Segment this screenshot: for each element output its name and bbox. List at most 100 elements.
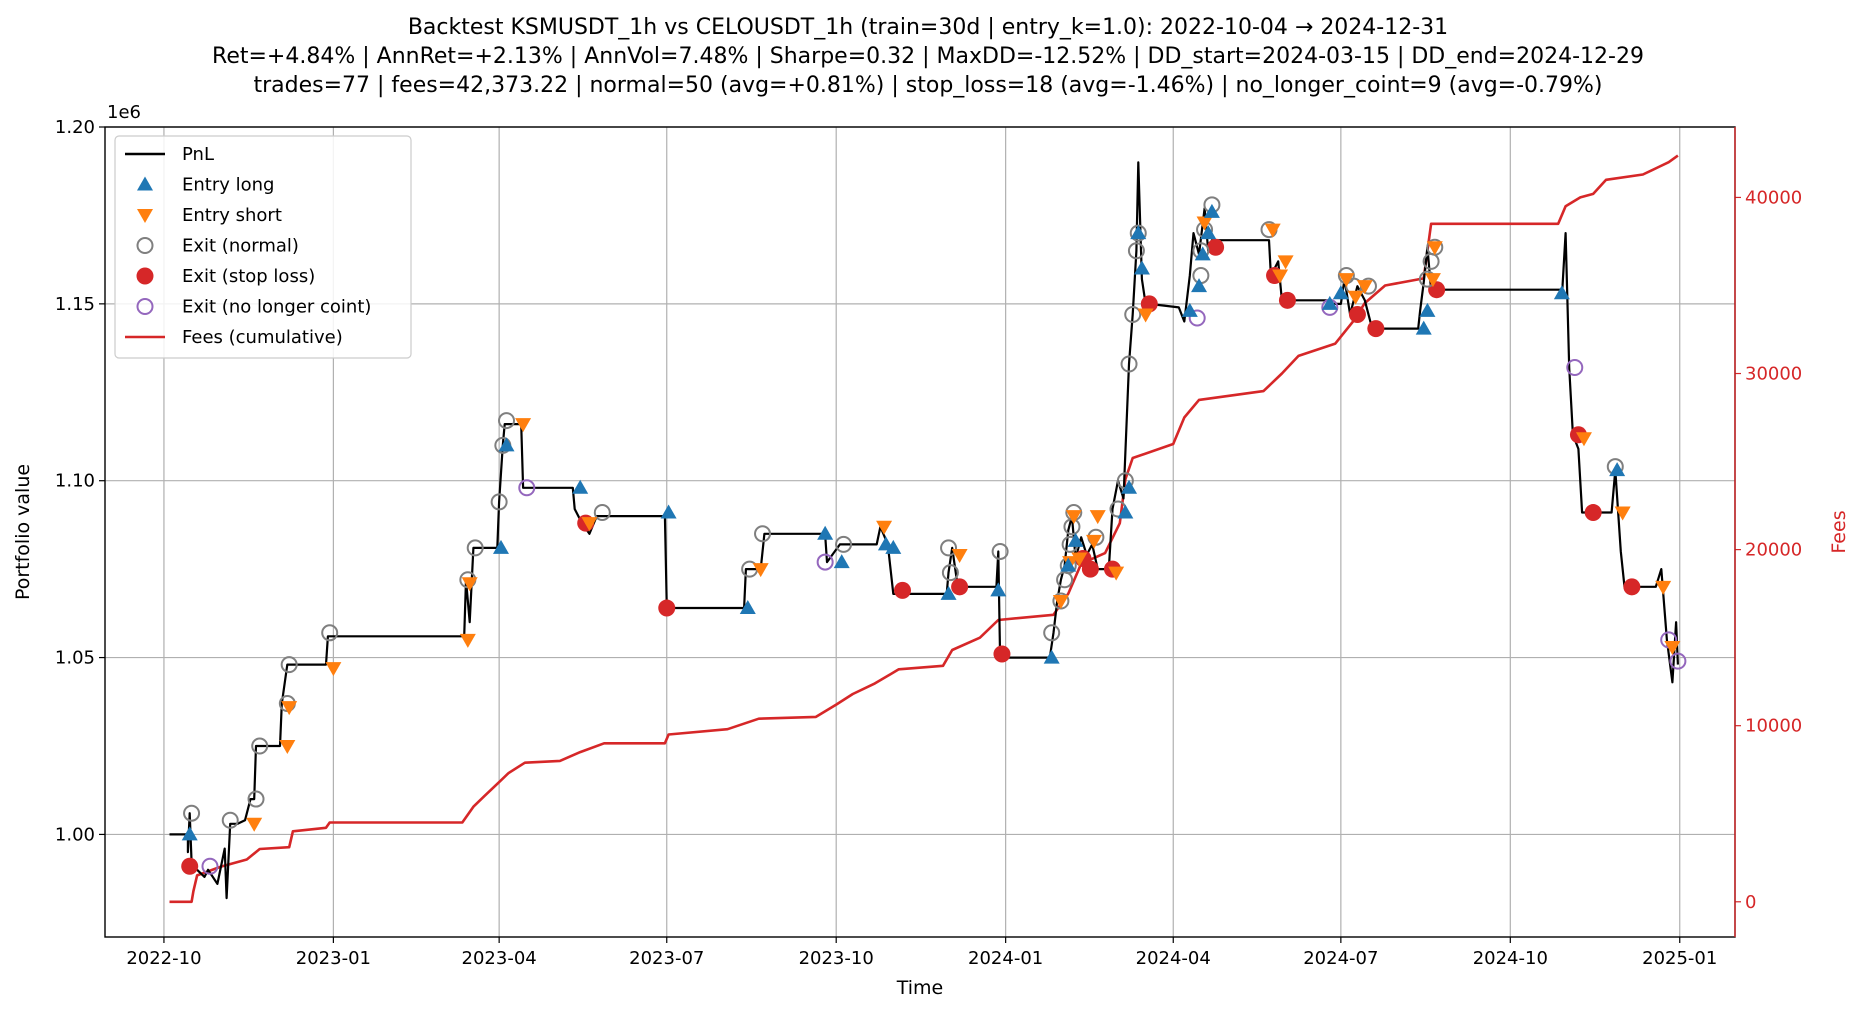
exit-stop-loss-marker	[1207, 238, 1225, 256]
entry-long-marker	[1553, 285, 1570, 300]
entry-short-marker	[1272, 269, 1289, 284]
entry-long-marker	[1332, 285, 1349, 300]
entry-short-marker	[581, 517, 598, 532]
exit-normal-marker	[466, 539, 484, 557]
x-axis-ticks: 2022-10 2023-01 2023-04 2023-07 2023-10 2024-…	[126, 937, 1717, 969]
y2-tick-label: 10000	[1745, 716, 1802, 737]
exit-normal-marker	[490, 493, 508, 511]
entry-short-marker	[951, 548, 968, 563]
y2-tick-label: 40000	[1745, 187, 1802, 208]
x-tick-label: 2024-07	[1303, 948, 1378, 969]
legend-label: Entry short	[182, 205, 282, 226]
exit-stop-loss-marker	[1140, 295, 1158, 313]
exit-normal-marker	[247, 790, 265, 808]
entry-short-marker	[1664, 640, 1681, 655]
chart-title-line-3: trades=77 | fees=42,373.22 | normal=50 (…	[253, 73, 1602, 98]
entry-long-marker	[1609, 462, 1626, 477]
exit-stop-loss-marker	[894, 581, 912, 599]
entry-long-marker	[885, 539, 902, 554]
exit-normal-marker	[321, 624, 339, 642]
y-tick-label: 1.20	[55, 117, 95, 138]
exit-normal-marker	[1043, 624, 1061, 642]
entry-long-marker	[498, 437, 515, 452]
entry-short-marker	[461, 577, 478, 592]
x-tick-label: 2023-10	[799, 948, 874, 969]
y2-tick-label: 30000	[1745, 364, 1802, 385]
entry-long-marker	[1133, 260, 1150, 275]
exit-normal-marker	[183, 804, 201, 822]
exit-stop-loss-marker	[1428, 281, 1446, 299]
exit-no-longer-coint-marker	[1669, 652, 1687, 670]
y-tick-label: 1.15	[55, 294, 95, 315]
exit-stop-loss-marker	[951, 578, 969, 596]
exit-normal-marker	[280, 656, 298, 674]
entry-long-marker	[940, 585, 957, 600]
entry-short-marker	[1065, 510, 1082, 525]
entry-long-marker	[833, 554, 850, 569]
y-axis-ticks: 1.00 1.05 1.10 1.15 1.20	[55, 117, 105, 845]
x-axis-label: Time	[896, 977, 944, 999]
plot-series	[169, 154, 1687, 904]
exit-normal-marker	[1120, 355, 1138, 373]
x-tick-label: 2024-01	[968, 948, 1043, 969]
entry-short-marker	[1424, 273, 1441, 288]
exit-normal-marker	[941, 564, 959, 582]
exit-normal-marker	[498, 412, 516, 430]
entry-long-marker	[572, 479, 589, 494]
chart-title-line-2: Ret=+4.84% | AnnRet=+2.13% | AnnVol=7.48…	[212, 44, 1644, 69]
exit-stop-loss-marker	[1623, 578, 1641, 596]
exit-normal-marker	[754, 525, 772, 543]
legend-marker-swatch	[136, 237, 154, 254]
entry-long-marker	[181, 826, 198, 841]
exit-normal-marker	[1127, 242, 1145, 260]
entry-long-marker	[1117, 504, 1134, 519]
x-tick-label: 2024-04	[1136, 948, 1211, 969]
entry-short-marker	[1089, 510, 1106, 525]
entry-long-marker	[1194, 246, 1211, 261]
entry-long-marker	[1200, 225, 1217, 240]
legend: PnL Entry long Entry short Exit (normal) Exi…	[114, 135, 412, 359]
exit-no-longer-coint-marker	[816, 553, 834, 571]
entry-short-marker	[1575, 432, 1592, 447]
x-tick-label: 2023-07	[629, 948, 704, 969]
entry-short-marker	[1264, 223, 1281, 238]
legend-label: Exit (stop loss)	[182, 266, 315, 287]
entry-long-marker	[1181, 302, 1198, 317]
entry-long-marker	[492, 539, 509, 554]
exit-normal-marker	[835, 535, 853, 553]
exit-stop-loss-marker	[1081, 560, 1099, 578]
legend-marker-swatch	[136, 298, 154, 315]
entry-short-marker	[515, 418, 532, 433]
exit-normal-marker	[593, 504, 611, 522]
entry-short-marker	[1347, 290, 1364, 305]
exit-no-longer-coint-marker	[1566, 359, 1584, 377]
entry-short-marker	[281, 701, 298, 716]
exit-stop-loss-marker	[658, 599, 676, 617]
y2-axis-label: Fees	[1828, 510, 1850, 553]
entry-long-marker	[817, 525, 834, 540]
y-tick-label: 1.10	[55, 471, 95, 492]
entry-short-marker	[876, 520, 893, 535]
entry-long-marker	[1191, 278, 1208, 293]
entry-short-marker	[1108, 566, 1125, 581]
entry-long-marker	[660, 504, 677, 519]
exit-normal-marker	[1124, 305, 1142, 323]
exit-stop-loss-marker	[1367, 320, 1385, 338]
legend-label: PnL	[182, 144, 214, 165]
y2-tick-label: 0	[1745, 892, 1756, 913]
x-tick-label: 2022-10	[126, 948, 201, 969]
entry-long-marker	[739, 600, 756, 615]
entry-short-marker	[1426, 241, 1443, 256]
y2-axis-ticks: 0 10000 20000 30000 40000	[1735, 187, 1802, 913]
entry-long-marker	[990, 582, 1007, 597]
entry-short-marker	[246, 817, 263, 832]
x-tick-label: 2023-04	[462, 948, 537, 969]
entry-long-marker	[1043, 649, 1060, 664]
entry-long-marker	[1321, 295, 1338, 310]
entry-long-marker	[1060, 557, 1077, 572]
entry-short-marker	[1071, 552, 1088, 567]
legend-label: Entry long	[182, 175, 274, 196]
entry-short-marker	[1614, 506, 1631, 521]
entry-short-marker	[279, 739, 296, 754]
legend-marker-swatch	[137, 209, 153, 223]
